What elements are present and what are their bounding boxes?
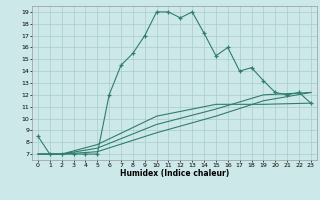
- X-axis label: Humidex (Indice chaleur): Humidex (Indice chaleur): [120, 169, 229, 178]
